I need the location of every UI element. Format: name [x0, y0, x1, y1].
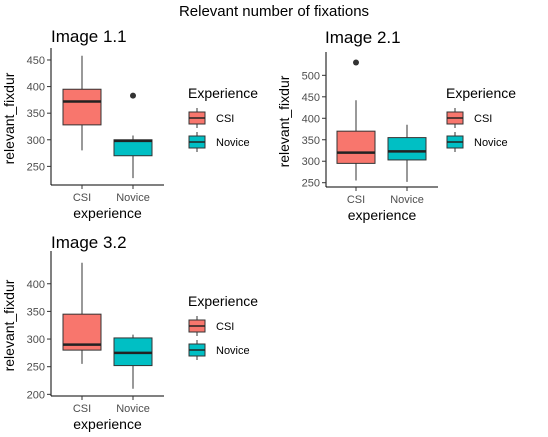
x-tick-label: CSI	[347, 194, 365, 206]
x-axis-label: experience	[348, 207, 417, 223]
box-iqr	[387, 137, 427, 161]
y-axis-label: relevant_fixdur	[1, 279, 17, 371]
x-axis-label: experience	[73, 205, 142, 221]
figure-title: Relevant number of fixations	[178, 3, 370, 20]
box-iqr	[113, 139, 153, 157]
box-csi	[62, 262, 102, 364]
y-tick-label: 350	[27, 306, 45, 318]
box-novice	[387, 124, 427, 182]
x-axis-label: experience	[73, 416, 142, 432]
y-tick-label: 350	[302, 135, 320, 147]
y-tick-label: 200	[27, 389, 45, 401]
y-tick-label: 450	[27, 55, 45, 67]
legend-title: Experience	[188, 293, 258, 309]
y-tick-label: 250	[302, 178, 320, 190]
x-tick-label: CSI	[73, 192, 91, 204]
legend: Experience CSI Novice	[188, 293, 258, 360]
legend-label: Novice	[216, 345, 250, 357]
y-tick-label: 400	[302, 113, 320, 125]
y-tick-label: 450	[302, 92, 320, 104]
chart-title: Image 3.2	[51, 233, 127, 252]
y-tick-label: 300	[302, 156, 320, 168]
y-tick-label: 250	[27, 161, 45, 173]
outlier-point	[130, 92, 136, 99]
x-tick-label: CSI	[73, 403, 91, 415]
legend-label: CSI	[216, 113, 234, 125]
legend-label: CSI	[474, 113, 492, 125]
legend-label: CSI	[216, 321, 234, 333]
legend-title: Experience	[446, 85, 516, 101]
legend-label: Novice	[474, 137, 508, 149]
x-tick-label: Novice	[116, 403, 150, 415]
y-tick-label: 300	[27, 135, 45, 147]
x-tick-label: Novice	[390, 194, 424, 206]
legend-title: Experience	[188, 85, 258, 101]
x-tick-label: Novice	[116, 192, 150, 204]
box-iqr	[62, 88, 102, 126]
y-axis-label: relevant_fixdur	[276, 75, 292, 167]
outlier-point	[353, 59, 359, 66]
box-novice	[113, 334, 153, 389]
box-csi	[336, 59, 376, 181]
box-csi	[62, 55, 102, 151]
y-tick-label: 400	[27, 82, 45, 94]
chart-title: Image 2.1	[325, 28, 401, 47]
y-tick-label: 300	[27, 334, 45, 346]
chart-title: Image 1.1	[51, 27, 127, 46]
y-tick-label: 400	[27, 279, 45, 291]
y-tick-label: 250	[27, 362, 45, 374]
y-axis-label: relevant_fixdur	[1, 72, 17, 164]
legend: Experience CSI Novice	[446, 85, 516, 152]
y-tick-label: 350	[27, 108, 45, 120]
legend-label: Novice	[216, 137, 250, 149]
legend: Experience CSI Novice	[188, 85, 258, 152]
box-iqr	[336, 130, 376, 164]
box-novice	[113, 92, 153, 179]
y-tick-label: 500	[302, 70, 320, 82]
